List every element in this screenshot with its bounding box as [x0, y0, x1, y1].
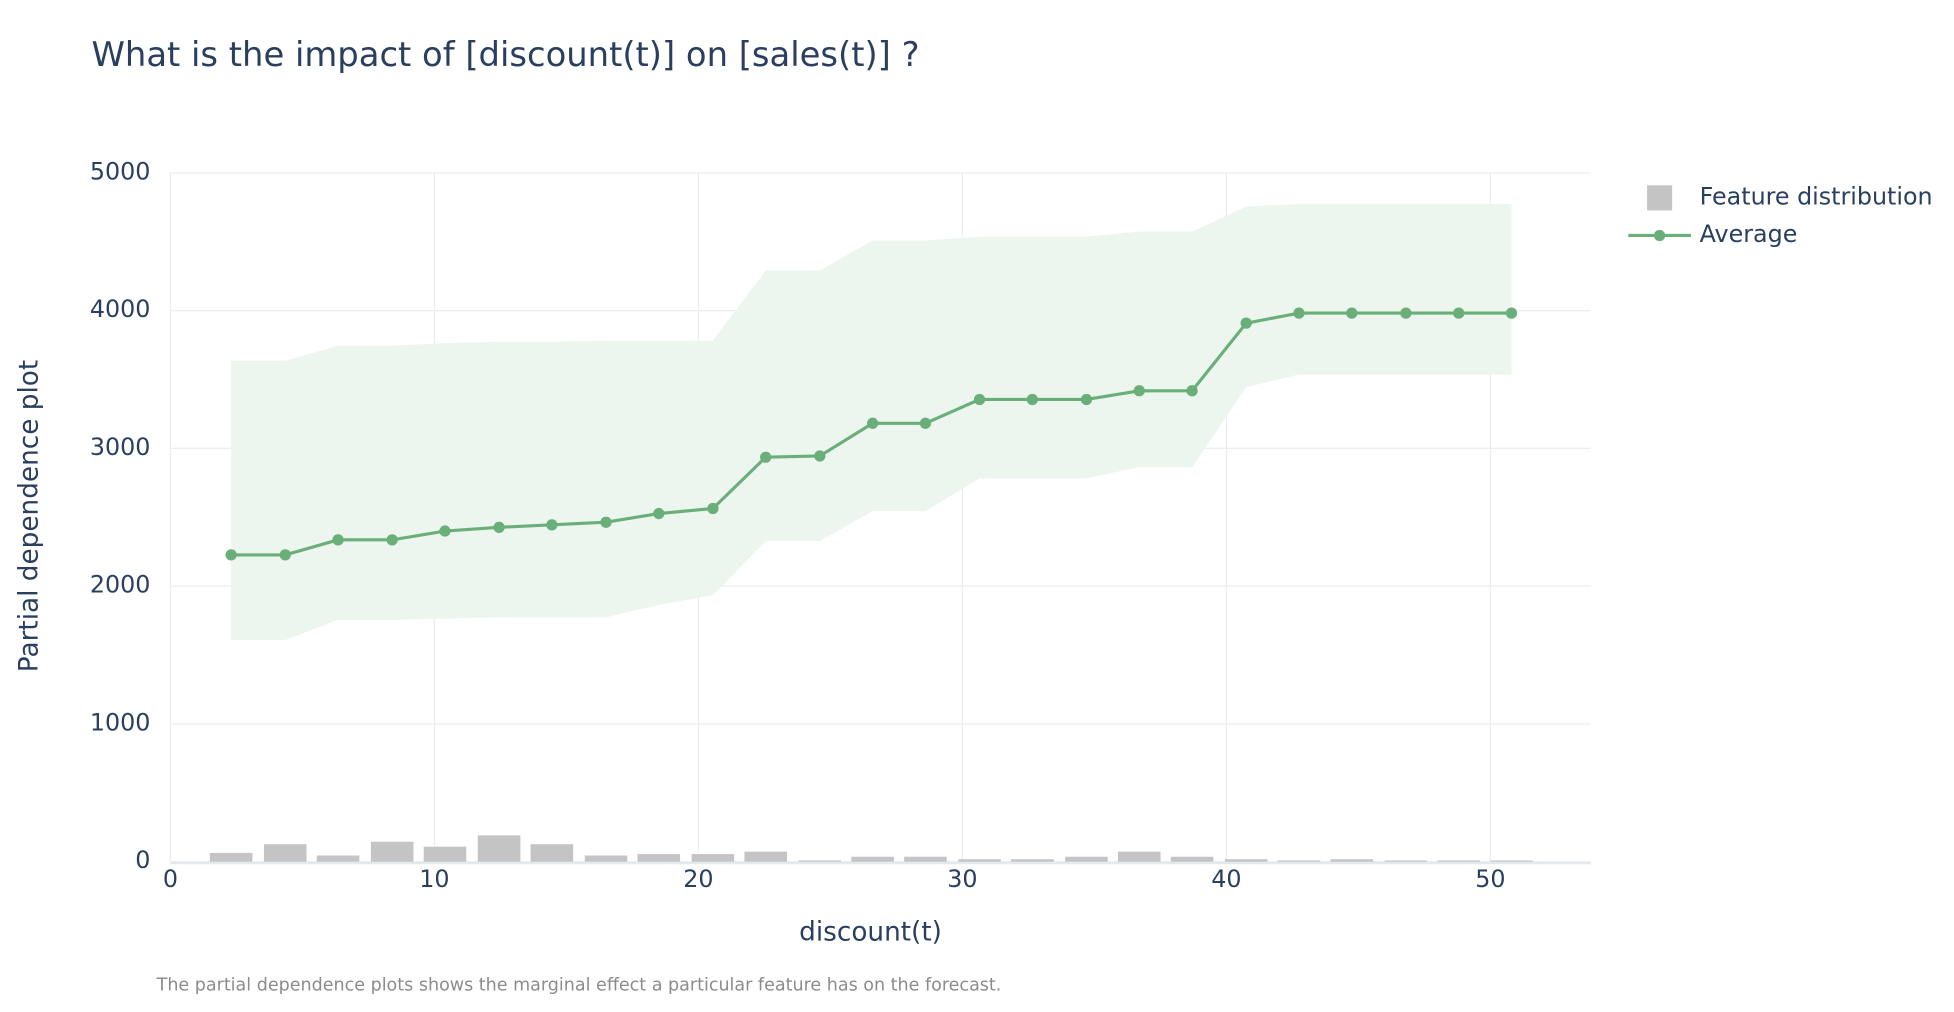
average-point — [332, 534, 344, 546]
average-point — [225, 549, 237, 561]
average-point — [493, 521, 505, 533]
average-point — [919, 417, 932, 429]
average-point — [279, 549, 291, 561]
y-tick-label: 5000 — [90, 157, 151, 185]
average-point — [439, 525, 451, 537]
average-point — [600, 516, 612, 528]
histogram-bar — [637, 854, 681, 862]
chart-title: What is the impact of [discount(t)] on [… — [92, 35, 920, 74]
legend-swatch — [1647, 185, 1673, 211]
x-tick-label: 40 — [1211, 865, 1241, 893]
histogram-bar — [316, 855, 360, 862]
x-tick-label: 20 — [683, 865, 713, 893]
y-tick-label: 1000 — [90, 708, 151, 736]
histogram-bar — [1117, 851, 1161, 862]
average-point — [707, 502, 719, 515]
average-point — [973, 393, 986, 406]
average-point — [1240, 317, 1252, 329]
average-point — [1505, 307, 1518, 319]
histogram-bar — [1330, 859, 1374, 862]
average-point — [814, 450, 826, 462]
x-tick-label: 30 — [947, 865, 977, 893]
histogram-bar — [423, 846, 467, 862]
average-point — [1346, 307, 1358, 319]
histogram-bar — [263, 844, 307, 862]
average-point — [386, 534, 398, 546]
average-point — [1293, 307, 1305, 319]
average-point — [867, 417, 879, 429]
histogram-bar — [958, 859, 1001, 862]
histogram-bar — [1065, 856, 1108, 862]
average-point — [546, 519, 558, 531]
average-point — [1186, 385, 1198, 397]
legend-swatch — [1653, 229, 1666, 242]
x-tick-label: 10 — [419, 865, 449, 893]
histogram-bar — [1170, 856, 1214, 862]
histogram-bar — [798, 860, 842, 862]
y-tick-label: 0 — [135, 846, 150, 874]
histogram-bar — [1490, 860, 1533, 862]
histogram-bar — [1437, 860, 1481, 862]
y-tick-label: 4000 — [90, 295, 151, 323]
average-point — [1400, 307, 1412, 319]
histogram-bar — [744, 851, 788, 862]
histogram-bar — [1384, 860, 1428, 862]
y-tick-label: 2000 — [90, 571, 151, 599]
x-axis-title: discount(t) — [799, 918, 942, 948]
x-tick-label: 0 — [163, 865, 178, 893]
x-tick-label: 50 — [1475, 865, 1505, 893]
average-point — [1080, 393, 1093, 406]
annotation: The partial dependence plots shows the m… — [156, 976, 1002, 996]
histogram-bar — [477, 835, 521, 862]
y-axis-title: Partial dependence plot — [15, 360, 45, 672]
histogram-bar — [1277, 860, 1321, 862]
histogram-bar — [691, 854, 735, 862]
average-point — [760, 451, 772, 463]
histogram-bar — [1224, 859, 1268, 862]
histogram-bar — [209, 852, 253, 862]
average-point — [1026, 393, 1038, 406]
histogram-bar — [1011, 859, 1054, 862]
histogram-bar — [370, 841, 414, 862]
y-tick-label: 3000 — [90, 433, 151, 461]
histogram-bar — [584, 855, 628, 862]
average-point — [1453, 307, 1465, 319]
legend-label: Feature distribution — [1700, 182, 1933, 210]
histogram-bar — [530, 844, 574, 862]
legend-label: Average — [1700, 220, 1798, 248]
average-point — [653, 507, 665, 520]
histogram-bar — [904, 856, 947, 862]
histogram-bar — [851, 856, 894, 862]
average-point — [1133, 385, 1145, 397]
